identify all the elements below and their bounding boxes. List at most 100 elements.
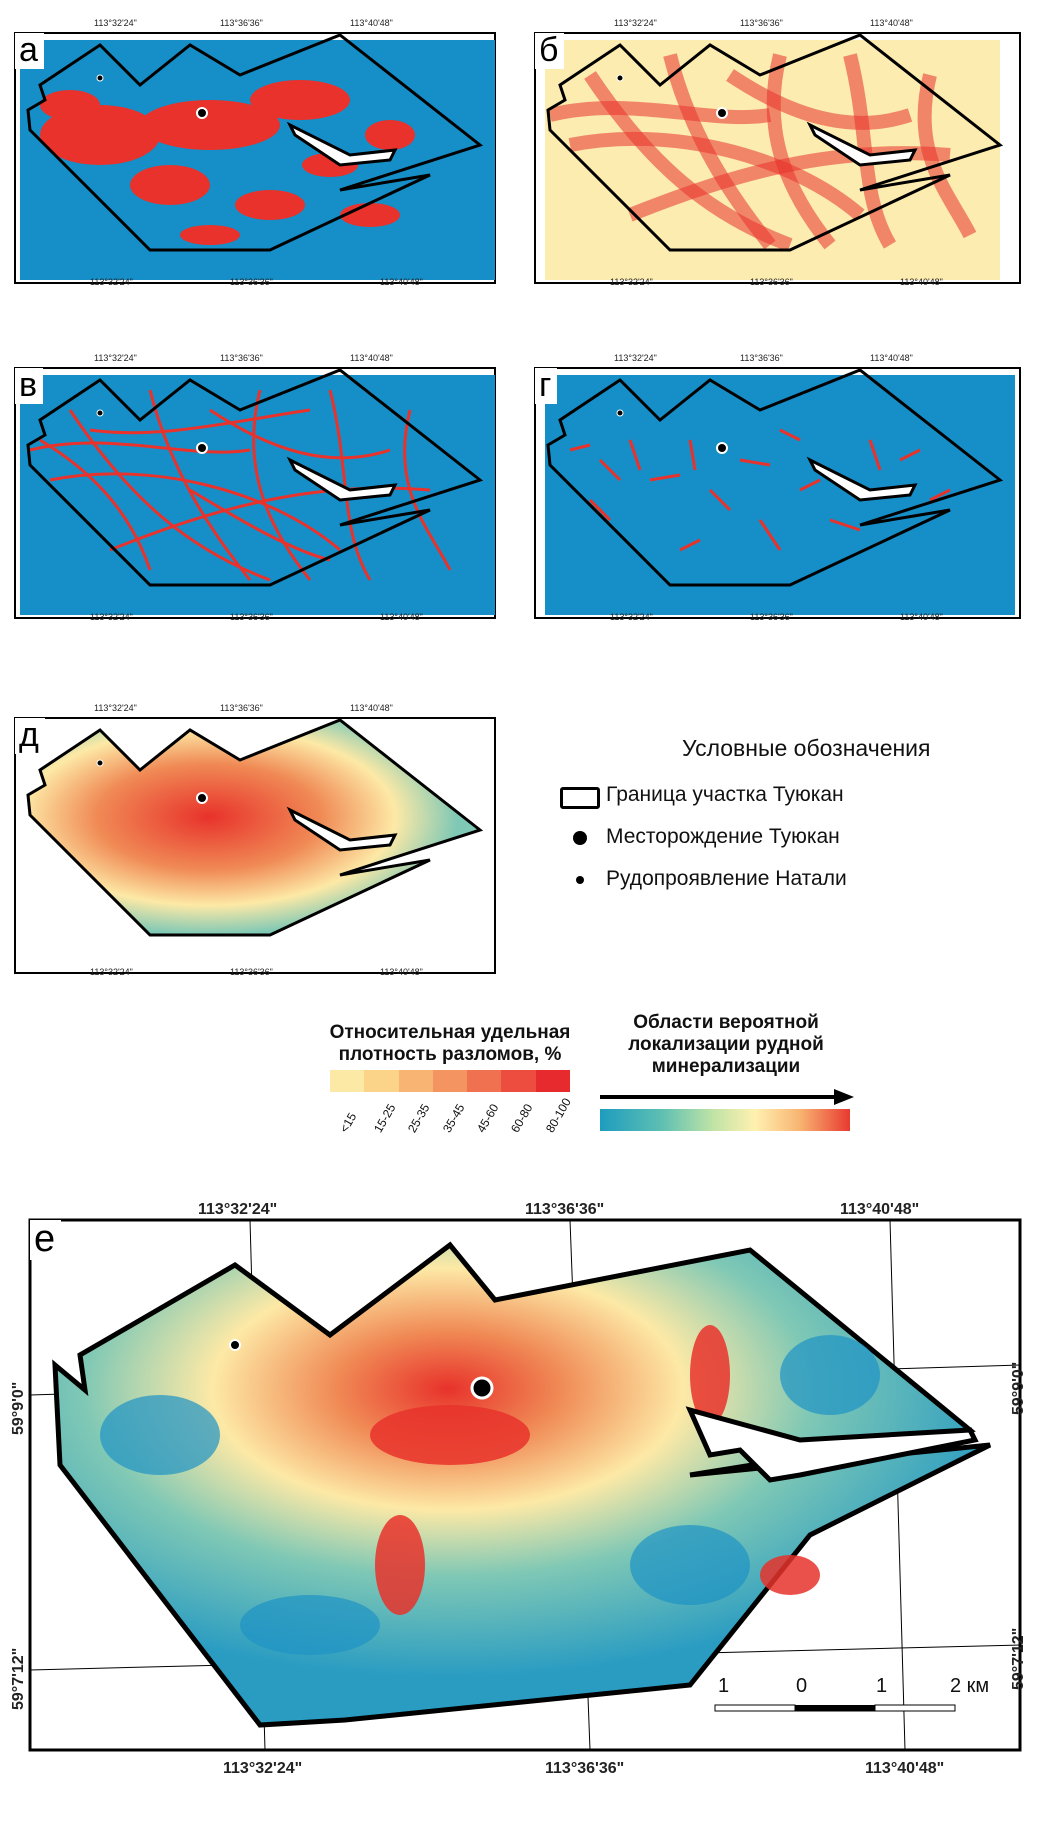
boundary-notch — [286, 456, 398, 502]
legend-title: Условные обозначения — [682, 735, 931, 761]
probability-arrow-and-bar — [600, 1089, 854, 1131]
legend-occurrence-label: Рудопроявление Натали — [606, 867, 847, 890]
lon-top-3: 113°40'48" — [350, 703, 393, 713]
lon-bottom-1: 113°32'24" — [90, 277, 133, 287]
lon-bottom-2: 113°36'36" — [750, 612, 793, 622]
fault-density-areas — [40, 80, 415, 245]
lon-top-3: 113°40'48" — [350, 353, 393, 363]
lat-left-1: 59°9'0" — [10, 1381, 27, 1435]
boundary-symbol — [560, 787, 600, 809]
natali-occurrence — [96, 409, 104, 417]
lon-top-3: 113°40'48" — [350, 18, 393, 28]
natali-occurrence — [96, 74, 104, 82]
lon-top-1: 113°32'24" — [94, 353, 137, 363]
lon-bottom-1: 113°32'24" — [223, 1760, 303, 1777]
legend-deposit-label: Месторождение Туюкан — [606, 825, 840, 848]
lon-top-2: 113°36'36" — [220, 703, 263, 713]
panel-label-v: в — [15, 368, 44, 404]
high-probability-zones — [370, 1325, 820, 1615]
scalebar — [714, 1704, 956, 1712]
panel-label-d: д — [15, 718, 45, 754]
scalebar-label-1b: 1 — [876, 1675, 888, 1697]
site-boundary — [546, 33, 1004, 252]
density-swatch-4 — [467, 1070, 502, 1092]
lon-top-1: 113°32'24" — [198, 1201, 278, 1218]
natali-occurrence — [616, 74, 624, 82]
map-panel-b: б 113°32'24" 113°36'36" 113°40'48" 113°3… — [530, 15, 1030, 290]
boundary-notch — [286, 121, 398, 167]
lon-top-1: 113°32'24" — [94, 703, 137, 713]
map-e-svg — [28, 1218, 1022, 1752]
boundary-notch — [806, 121, 918, 167]
lat-right-1: 59°9'0" — [1010, 1361, 1027, 1415]
lon-bottom-2: 113°36'36" — [545, 1760, 625, 1777]
map-a-svg — [14, 32, 496, 284]
tuyukan-deposit — [716, 107, 728, 119]
prob-scale-line-2: локализации рудной — [628, 1034, 824, 1055]
density-scale-title-2: плотность разломов, % — [338, 1044, 562, 1065]
density-swatch-5 — [501, 1070, 536, 1092]
lat-right-2: 59°7'12" — [1010, 1627, 1027, 1690]
density-swatch-0 — [330, 1070, 365, 1092]
low-probability-zones — [100, 1335, 880, 1655]
map-v-svg — [14, 367, 496, 619]
lon-bottom-2: 113°36'36" — [750, 277, 793, 287]
lon-top-1: 113°32'24" — [614, 353, 657, 363]
map-panel-v: в 113°32'24" 113°36'36" 113°40'48" 113°3… — [10, 350, 505, 625]
density-tick-5: 60-80 — [508, 1101, 536, 1135]
lon-top-1: 113°32'24" — [94, 18, 137, 28]
site-boundary — [546, 368, 1004, 587]
lon-bottom-2: 113°36'36" — [230, 967, 273, 977]
scalebar-label-1: 1 — [718, 1675, 730, 1697]
lon-top-2: 113°36'36" — [220, 353, 263, 363]
lon-bottom-3: 113°40'48" — [900, 277, 943, 287]
site-boundary — [26, 718, 484, 937]
density-swatch-3 — [432, 1070, 468, 1092]
deposit-symbol — [573, 831, 587, 845]
map-g-svg — [534, 367, 1021, 619]
lon-bottom-3: 113°40'48" — [380, 277, 423, 287]
density-scale: Относительная удельная плотность разломо… — [320, 1022, 580, 1066]
tuyukan-deposit — [196, 442, 208, 454]
density-tick-6: 80-100 — [542, 1095, 574, 1135]
map-fill — [545, 375, 1015, 615]
lon-bottom-3: 113°40'48" — [900, 612, 943, 622]
boundary-notch — [806, 456, 918, 502]
prob-scale-line-3: минерализации — [651, 1056, 801, 1077]
map-panel-e: е 113°32'24" 113°36'36" 113°40'48" 113°3… — [10, 1201, 1030, 1830]
boundary-notch — [685, 1406, 979, 1483]
map-b-svg — [534, 32, 1021, 284]
lon-top-2: 113°36'36" — [220, 18, 263, 28]
density-tick-0: <15 — [336, 1110, 360, 1135]
density-swatch-1 — [364, 1070, 399, 1092]
boundary-notch — [286, 806, 398, 852]
lon-bottom-3: 113°40'48" — [380, 612, 423, 622]
tuyukan-deposit — [196, 107, 208, 119]
prob-gradient — [600, 1109, 850, 1131]
legend-boundary-label: Граница участка Туюкан — [606, 783, 844, 806]
panel-label-a: а — [15, 33, 44, 69]
lon-top-1: 113°32'24" — [614, 18, 657, 28]
lon-top-3: 113°40'48" — [840, 1201, 920, 1218]
fault-buffers — [548, 53, 977, 252]
lon-top-3: 113°40'48" — [870, 18, 913, 28]
panel-label-b: б — [535, 33, 565, 69]
panel-label-e: е — [30, 1220, 62, 1260]
density-scale-title-1: Относительная удельная — [329, 1022, 571, 1043]
tuyukan-deposit — [196, 792, 208, 804]
lon-bottom-1: 113°32'24" — [90, 967, 133, 977]
density-swatch-6 — [535, 1070, 570, 1092]
site-boundary — [26, 33, 484, 252]
density-scale-bar — [330, 1070, 570, 1092]
density-tick-3: 35-45 — [439, 1101, 468, 1135]
lon-top-2: 113°36'36" — [740, 353, 783, 363]
panel-label-g: г — [535, 368, 558, 404]
density-scale-ticks: <15 15-25 25-35 35-45 45-60 60-80 80-100 — [330, 1096, 574, 1138]
map-d-svg — [14, 717, 496, 974]
lon-top-3: 113°40'48" — [870, 353, 913, 363]
scalebar-label-0: 0 — [796, 1675, 808, 1697]
fault-segments — [569, 428, 951, 552]
lon-bottom-1: 113°32'24" — [610, 277, 653, 287]
arrow-head — [834, 1089, 854, 1105]
lat-left-2: 59°7'12" — [10, 1647, 27, 1710]
